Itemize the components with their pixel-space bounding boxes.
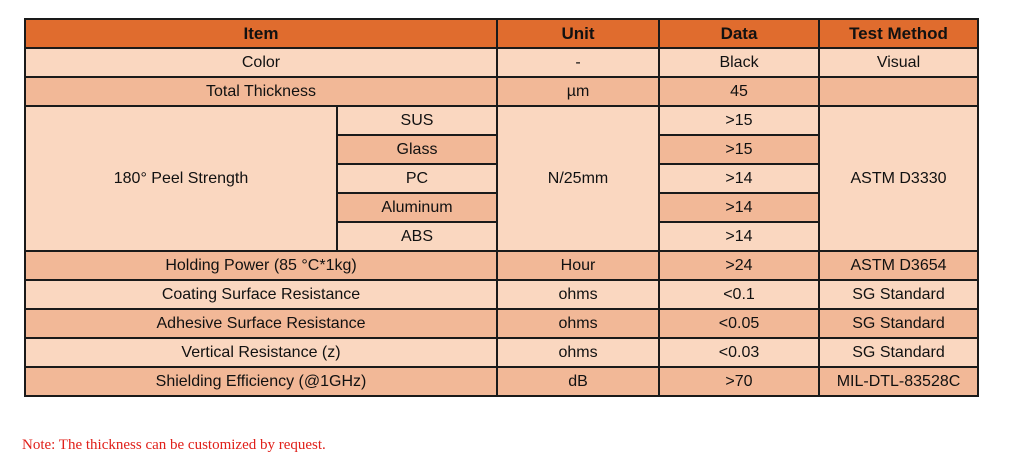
data-cell: >15	[658, 134, 820, 165]
item-cell: Color	[24, 47, 498, 78]
data-cell: >24	[658, 250, 820, 281]
unit-cell: -	[496, 47, 660, 78]
sub-cell: Aluminum	[336, 192, 498, 223]
data-cell: <0.05	[658, 308, 820, 339]
table-row: Holding Power (85 °C*1kg) Hour >24 ASTM …	[24, 250, 979, 281]
method-cell: Visual	[818, 47, 979, 78]
method-cell: MIL-DTL-83528C	[818, 366, 979, 397]
data-cell: <0.1	[658, 279, 820, 310]
peel-item-cell: 180° Peel Strength	[24, 105, 338, 252]
peel-row: PC >14	[25, 163, 978, 194]
sub-cell: ABS	[336, 221, 498, 252]
item-cell: Shielding Efficiency (@1GHz)	[24, 366, 498, 397]
data-cell: Black	[658, 47, 820, 78]
data-cell: >15	[658, 105, 820, 136]
data-cell: >14	[658, 221, 820, 252]
table-row: Color - Black Visual	[24, 47, 979, 78]
peel-row: Aluminum >14	[25, 192, 978, 223]
data-cell: >14	[658, 163, 820, 194]
method-cell: SG Standard	[818, 337, 979, 368]
item-cell: Holding Power (85 °C*1kg)	[24, 250, 498, 281]
sub-cell: SUS	[336, 105, 498, 136]
peel-method-cell: ASTM D3330	[818, 105, 979, 252]
table-row: Shielding Efficiency (@1GHz) dB >70 MIL-…	[24, 366, 979, 397]
item-cell: Total Thickness	[24, 76, 498, 107]
data-cell: <0.03	[658, 337, 820, 368]
footnote: Note: The thickness can be customized by…	[22, 437, 326, 453]
data-cell: 45	[658, 76, 820, 107]
sub-cell: PC	[336, 163, 498, 194]
unit-cell: ohms	[496, 308, 660, 339]
item-cell: Vertical Resistance (z)	[24, 337, 498, 368]
unit-cell: Hour	[496, 250, 660, 281]
method-cell: SG Standard	[818, 308, 979, 339]
header-test-method: Test Method	[818, 18, 979, 49]
item-cell: Adhesive Surface Resistance	[24, 308, 498, 339]
peel-row: Glass >15	[25, 134, 978, 165]
unit-cell: ohms	[496, 337, 660, 368]
table-row: Total Thickness µm 45	[24, 76, 979, 107]
data-cell: >14	[658, 192, 820, 223]
header-row: Item Unit Data Test Method	[24, 18, 979, 49]
header-item: Item	[24, 18, 498, 49]
method-cell: ASTM D3654	[818, 250, 979, 281]
peel-row: 180° Peel Strength SUS N/25mm >15 ASTM D…	[24, 105, 979, 252]
spec-table: Item Unit Data Test Method Color - Black…	[24, 18, 979, 397]
method-cell	[818, 76, 979, 107]
data-cell: >70	[658, 366, 820, 397]
unit-cell: dB	[496, 366, 660, 397]
header-unit: Unit	[496, 18, 660, 49]
table-row: Adhesive Surface Resistance ohms <0.05 S…	[24, 308, 979, 339]
item-cell: Coating Surface Resistance	[24, 279, 498, 310]
peel-unit-cell: N/25mm	[496, 105, 660, 252]
unit-cell: µm	[496, 76, 660, 107]
peel-row: ABS >14	[25, 221, 978, 252]
method-cell: SG Standard	[818, 279, 979, 310]
header-data: Data	[658, 18, 820, 49]
table-row: Coating Surface Resistance ohms <0.1 SG …	[24, 279, 979, 310]
sub-cell: Glass	[336, 134, 498, 165]
unit-cell: ohms	[496, 279, 660, 310]
table-row: Vertical Resistance (z) ohms <0.03 SG St…	[24, 337, 979, 368]
